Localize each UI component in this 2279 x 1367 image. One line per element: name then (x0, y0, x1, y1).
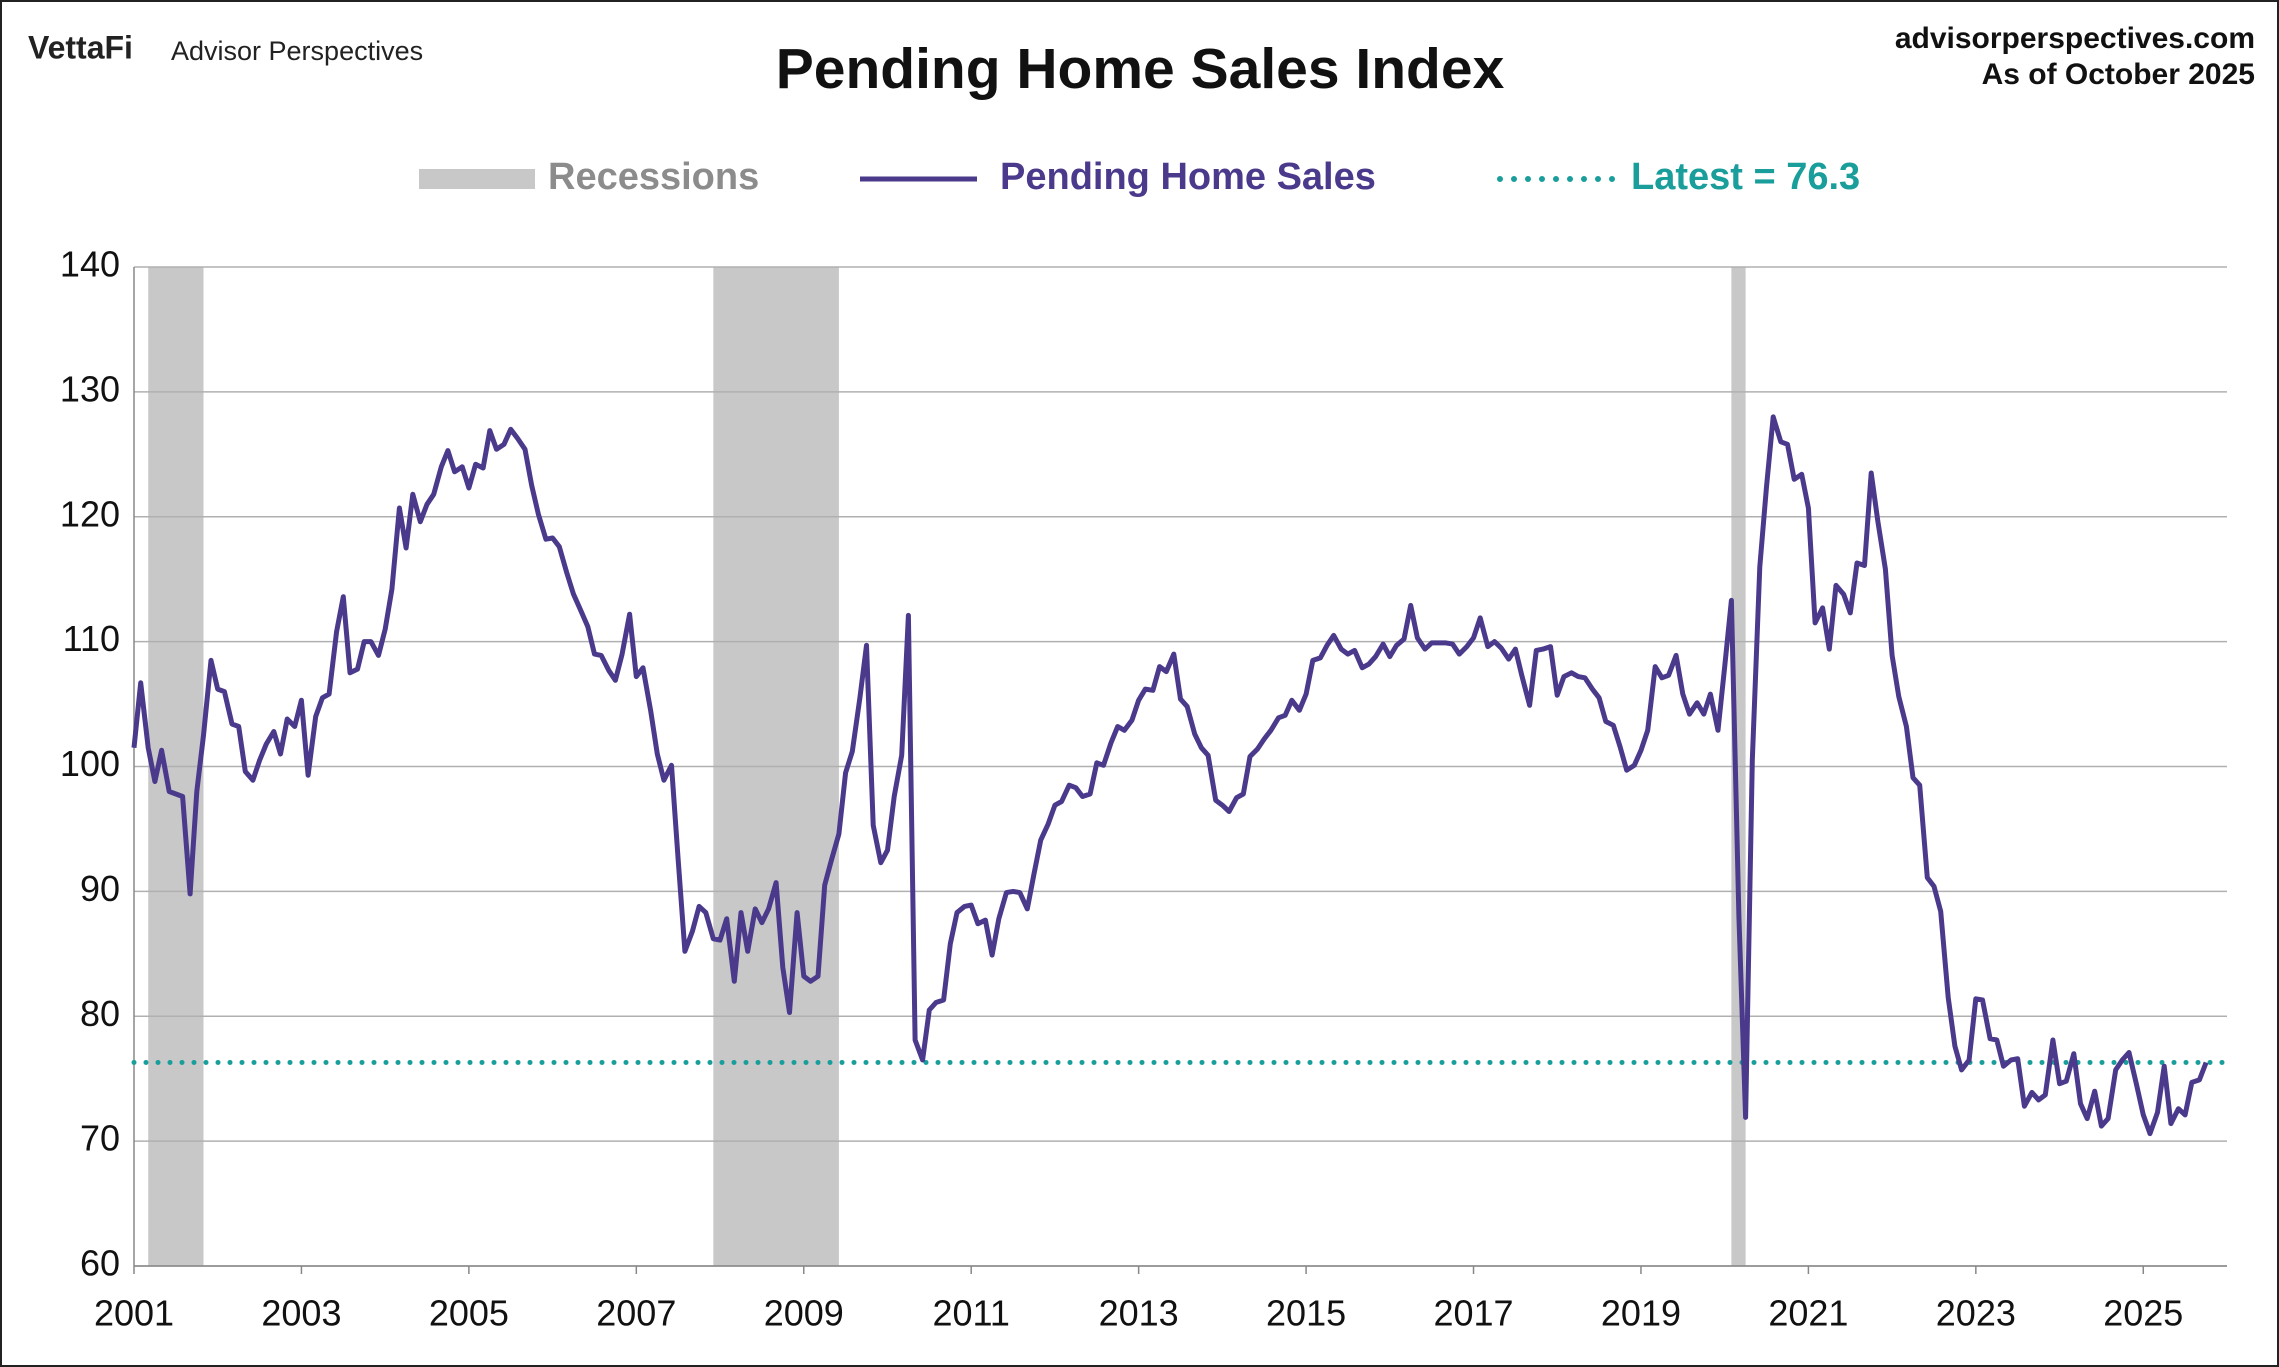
y-tick-label: 120 (60, 493, 120, 534)
x-tick-label: 2021 (1768, 1293, 1848, 1334)
y-tick-label: 100 (60, 743, 120, 784)
legend-label: Pending Home Sales (1000, 156, 1376, 198)
y-tick-label: 60 (80, 1243, 120, 1284)
x-tick-label: 2011 (932, 1293, 1009, 1334)
y-tick-label: 90 (80, 868, 120, 909)
x-tick-label: 2003 (261, 1293, 341, 1334)
legend-label: Recessions (548, 156, 759, 198)
series-line (131, 414, 2209, 1137)
y-tick-label: 70 (80, 1118, 120, 1159)
x-tick-label: 2025 (2103, 1293, 2183, 1334)
brand: VettaFi (28, 29, 133, 65)
y-tick-label: 110 (63, 618, 120, 659)
x-tick-label: 2009 (764, 1293, 844, 1334)
x-tick-label: 2001 (94, 1293, 174, 1334)
x-tick-label: 2005 (429, 1293, 509, 1334)
x-tick-label: 2023 (1936, 1293, 2016, 1334)
chart-title: Pending Home Sales Index (776, 37, 1505, 101)
site: advisorperspectives.com (1895, 22, 2255, 55)
brand-sub: Advisor Perspectives (171, 36, 423, 66)
x-tick-label: 2019 (1601, 1293, 1681, 1334)
x-tick-label: 2015 (1266, 1293, 1346, 1334)
as-of: As of October 2025 (1982, 58, 2255, 91)
legend-swatch (419, 169, 535, 189)
x-tick-label: 2017 (1433, 1293, 1513, 1334)
x-tick-label: 2013 (1099, 1293, 1179, 1334)
y-tick-label: 140 (60, 244, 120, 285)
x-tick-label: 2007 (596, 1293, 676, 1334)
y-tick-label: 80 (80, 993, 120, 1034)
y-tick-label: 130 (60, 368, 120, 409)
legend-label: Latest = 76.3 (1631, 156, 1860, 198)
